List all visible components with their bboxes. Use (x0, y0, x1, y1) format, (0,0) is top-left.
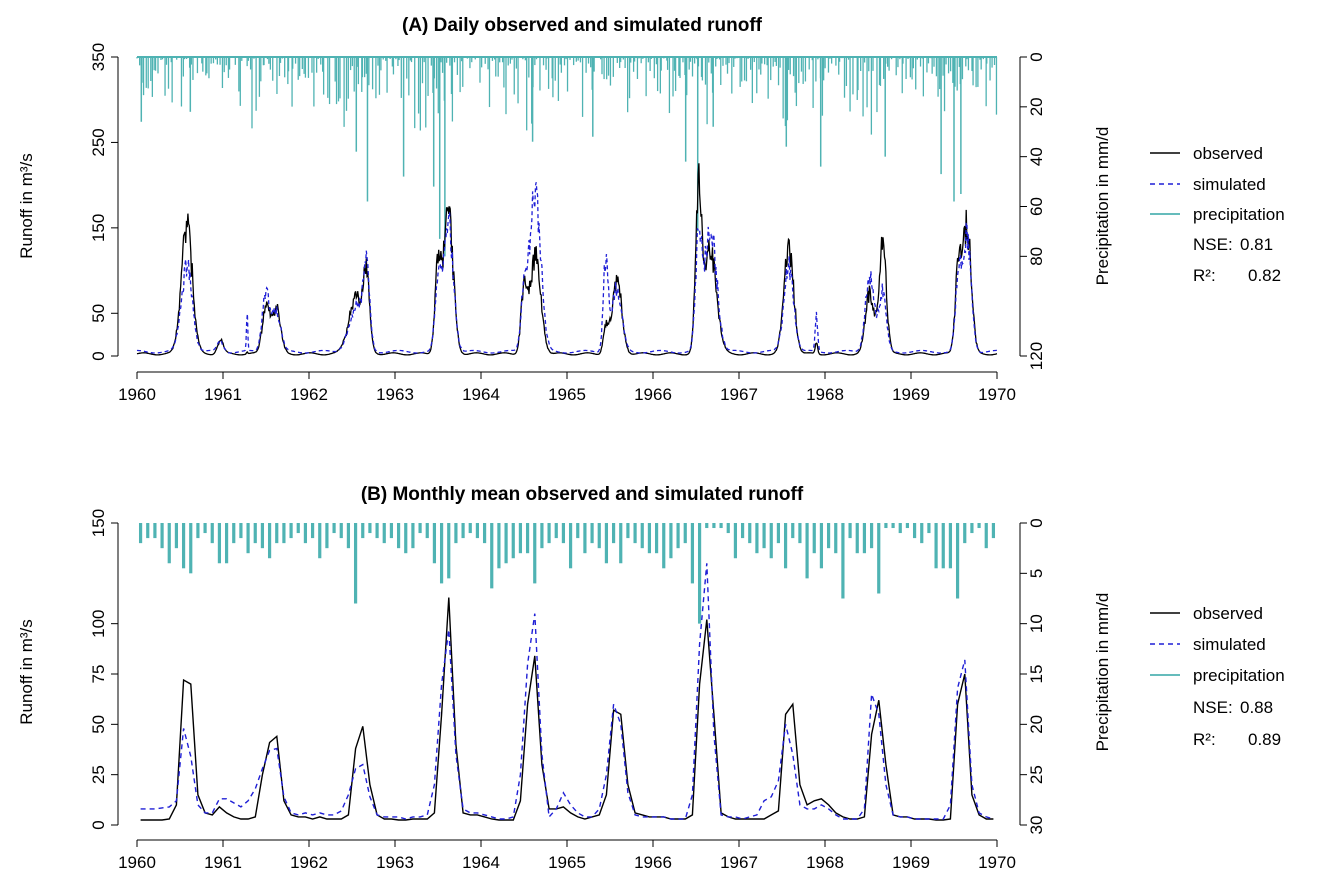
x-tick-label: 1962 (290, 385, 328, 404)
y2-tick-label: 80 (1027, 247, 1046, 266)
y2-axis-label: Precipitation in mm/d (1093, 127, 1112, 286)
y-tick-label: 0 (89, 351, 108, 360)
y-tick-label: 350 (89, 43, 108, 71)
precipitation-bars (136, 56, 998, 257)
simulated-line (136, 182, 997, 354)
panel-monthly: (B) Monthly mean observed and simulated … (17, 484, 1285, 872)
legend-precipitation: precipitation (1193, 205, 1285, 224)
y-tick-label: 150 (89, 509, 108, 537)
y-tick-label: 50 (89, 715, 108, 734)
y2-tick-label: 60 (1027, 197, 1046, 216)
x-tick-label: 1961 (204, 385, 242, 404)
x-tick-label: 1964 (462, 853, 500, 872)
x-tick-label: 1961 (204, 853, 242, 872)
y2-tick-label: 0 (1027, 518, 1046, 527)
x-tick-label: 1960 (118, 853, 156, 872)
y2-tick-label: 30 (1027, 816, 1046, 835)
stat-nse-value: 0.88 (1240, 698, 1273, 717)
x-tick-label: 1963 (376, 853, 414, 872)
stat-r2-value: 0.89 (1248, 730, 1281, 749)
y2-tick-label: 10 (1027, 614, 1046, 633)
x-tick-label: 1970 (978, 385, 1016, 404)
chart-title: (B) Monthly mean observed and simulated … (361, 484, 804, 505)
x-tick-label: 1970 (978, 853, 1016, 872)
y-tick-label: 250 (89, 128, 108, 156)
y2-tick-label: 120 (1027, 342, 1046, 370)
x-tick-label: 1969 (892, 385, 930, 404)
y2-tick-label: 15 (1027, 665, 1046, 684)
y2-tick-label: 0 (1027, 52, 1046, 61)
legend-observed: observed (1193, 144, 1263, 163)
x-tick-label: 1962 (290, 853, 328, 872)
y-axis-label: Runoff in m³/s (17, 619, 36, 725)
x-tick-label: 1969 (892, 853, 930, 872)
stat-r2-value: 0.82 (1248, 266, 1281, 285)
y2-tick-label: 5 (1027, 569, 1046, 578)
panel-daily: (A) Daily observed and simulated runoff … (17, 15, 1285, 404)
y2-tick-label: 25 (1027, 765, 1046, 784)
stat-r2-label: R²: (1193, 730, 1216, 749)
precipitation-bars (138, 523, 996, 624)
x-tick-label: 1963 (376, 385, 414, 404)
axes: 1960 1961 1962 1963 1964 1965 1966 1967 1968 1969… (89, 509, 1046, 872)
observed-line (136, 163, 998, 356)
y2-axis-label: Precipitation in mm/d (1093, 593, 1112, 752)
x-tick-label: 1967 (720, 385, 758, 404)
x-tick-label: 1966 (634, 385, 672, 404)
y-axis-label: Runoff in m³/s (17, 153, 36, 259)
y2-tick-label: 40 (1027, 147, 1046, 166)
y-tick-label: 0 (89, 820, 108, 829)
simulated-line (140, 563, 994, 820)
runoff-lines (136, 163, 998, 356)
y2-tick-label: 20 (1027, 715, 1046, 734)
y-tick-label: 150 (89, 214, 108, 242)
axes: 1960 1961 1962 1963 1964 1965 1966 1967 1968 1969… (89, 43, 1046, 404)
runoff-lines (140, 563, 994, 821)
stat-nse-label: NSE: (1193, 235, 1233, 254)
y-tick-label: 50 (89, 304, 108, 323)
x-tick-label: 1965 (548, 385, 586, 404)
y-tick-label: 75 (89, 665, 108, 684)
x-tick-label: 1968 (806, 853, 844, 872)
legend-simulated: simulated (1193, 175, 1266, 194)
y-tick-label: 100 (89, 609, 108, 637)
x-tick-label: 1965 (548, 853, 586, 872)
legend: observed simulated precipitation NSE: 0.… (1150, 604, 1285, 749)
y-tick-label: 25 (89, 765, 108, 784)
x-tick-label: 1966 (634, 853, 672, 872)
x-tick-label: 1967 (720, 853, 758, 872)
legend-simulated: simulated (1193, 635, 1266, 654)
x-tick-label: 1968 (806, 385, 844, 404)
x-tick-label: 1964 (462, 385, 500, 404)
x-tick-label: 1960 (118, 385, 156, 404)
legend: observed simulated precipitation NSE: 0.… (1150, 144, 1285, 285)
stat-nse-value: 0.81 (1240, 235, 1273, 254)
y2-tick-label: 20 (1027, 97, 1046, 116)
legend-precipitation: precipitation (1193, 666, 1285, 685)
legend-observed: observed (1193, 604, 1263, 623)
chart-title: (A) Daily observed and simulated runoff (402, 15, 763, 36)
stat-r2-label: R²: (1193, 266, 1216, 285)
stat-nse-label: NSE: (1193, 698, 1233, 717)
